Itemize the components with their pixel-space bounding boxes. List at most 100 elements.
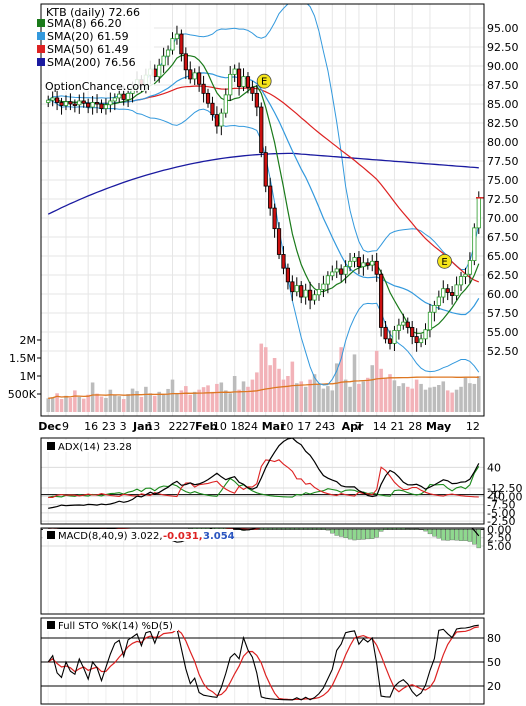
macd-histogram-bar (365, 529, 370, 540)
date-tick-label: 21 (390, 420, 404, 433)
candle (405, 317, 410, 334)
adx-title-bg (43, 440, 121, 452)
candle (223, 88, 228, 118)
candle (294, 277, 299, 297)
macd-histogram-bar (316, 528, 322, 530)
volume-bar (206, 385, 210, 412)
macd-histogram-bar (401, 528, 406, 530)
candle (330, 265, 335, 281)
candle (427, 303, 433, 338)
macd-tick-label: 0.00 (487, 523, 512, 536)
volume-bar (135, 391, 139, 412)
candle (86, 98, 91, 114)
date-tick-label: 16 (84, 420, 98, 433)
macd-histogram-bar (441, 529, 446, 541)
volume-bar (290, 361, 295, 412)
volume-bar (210, 391, 215, 412)
macd-histogram-bar (450, 529, 455, 541)
volume-bar (237, 389, 241, 412)
volume-bar (95, 393, 99, 412)
sto-title-bg (43, 619, 178, 631)
sto-title: Full STO %K(14) %D(5) (58, 621, 173, 632)
date-tick-label: 14 (373, 420, 387, 433)
panel-frame (40, 617, 485, 705)
candle (197, 66, 202, 92)
volume-bar (90, 382, 95, 412)
volume-bar (246, 386, 250, 412)
macd-histogram-bar (467, 529, 473, 542)
candle (303, 283, 308, 305)
volume-bar (454, 389, 459, 412)
candle (472, 223, 477, 266)
date-tick-label: May (426, 420, 451, 433)
volume-bar (99, 396, 104, 412)
macd-histogram-bar (432, 529, 437, 537)
candle (55, 89, 60, 111)
candle (423, 323, 428, 345)
candle (183, 47, 188, 79)
candle (219, 108, 224, 136)
macd-histogram-bar (361, 529, 366, 540)
volume-bar (197, 389, 201, 412)
candle (361, 254, 366, 276)
candle (370, 254, 375, 272)
macd-histogram-bar (272, 528, 277, 530)
volume-bar (64, 395, 68, 412)
candle (268, 177, 273, 216)
macd-histogram-bar (276, 528, 282, 530)
volume-bar (250, 379, 255, 412)
volume-bar (281, 379, 286, 412)
earnings-marker-label: E (441, 257, 447, 268)
date-tick-label: Dec (38, 420, 61, 433)
volume-bar (241, 381, 246, 412)
volume-bar (73, 390, 77, 412)
volume-bar (308, 379, 312, 412)
adx-line (48, 438, 480, 509)
volume-bar (366, 377, 370, 412)
macd-histogram-bar (410, 528, 415, 530)
volume-bar (201, 387, 206, 412)
date-tick-label: 7 (355, 420, 362, 433)
macd-histogram-bar (370, 529, 375, 539)
candle (321, 275, 326, 298)
volume-tick-label: 1.5M (9, 352, 36, 365)
price-tick-label: 95.00 (487, 22, 519, 35)
macd-histogram-bar (374, 529, 379, 538)
candle (126, 88, 131, 108)
date-tick-label: Apr (342, 420, 364, 433)
volume-bar (419, 383, 423, 412)
volume-bar (370, 365, 375, 412)
volume-bar (152, 395, 157, 412)
date-tick-label: 3 (120, 420, 127, 433)
volume-bar (392, 380, 397, 412)
candle (46, 95, 51, 108)
volume-bar (259, 343, 264, 412)
panel-frame (40, 527, 485, 615)
candle (392, 325, 397, 351)
adx-tick-label: 20 (487, 489, 501, 502)
candle (232, 64, 237, 82)
macd-histogram-value: 3.054 (203, 531, 235, 542)
candle (77, 94, 82, 114)
candle (356, 251, 362, 275)
candle (365, 258, 370, 270)
macd-tick-label: -12.50 (487, 482, 522, 495)
volume-bar (228, 393, 232, 412)
volume-bar (361, 381, 366, 412)
volume-bar (295, 383, 299, 412)
legend-entry: SMA(8) 66.20 (47, 17, 122, 30)
date-tick-label: 12 (466, 420, 480, 433)
volume-bar (379, 368, 383, 412)
macd-histogram-bar (463, 529, 468, 541)
volume-bar (339, 347, 343, 412)
volume-bar (272, 358, 277, 412)
macd-histogram-bar (378, 529, 384, 532)
price-tick-label: 92.50 (487, 41, 519, 54)
sma200-line (47, 152, 479, 215)
macd-histogram-bar (414, 528, 419, 530)
macd-tick-label: -7.50 (487, 499, 515, 512)
date-tick-label: 22 (169, 420, 183, 433)
price-tick-label: 72.50 (487, 193, 519, 206)
sto-k-line (47, 624, 479, 701)
